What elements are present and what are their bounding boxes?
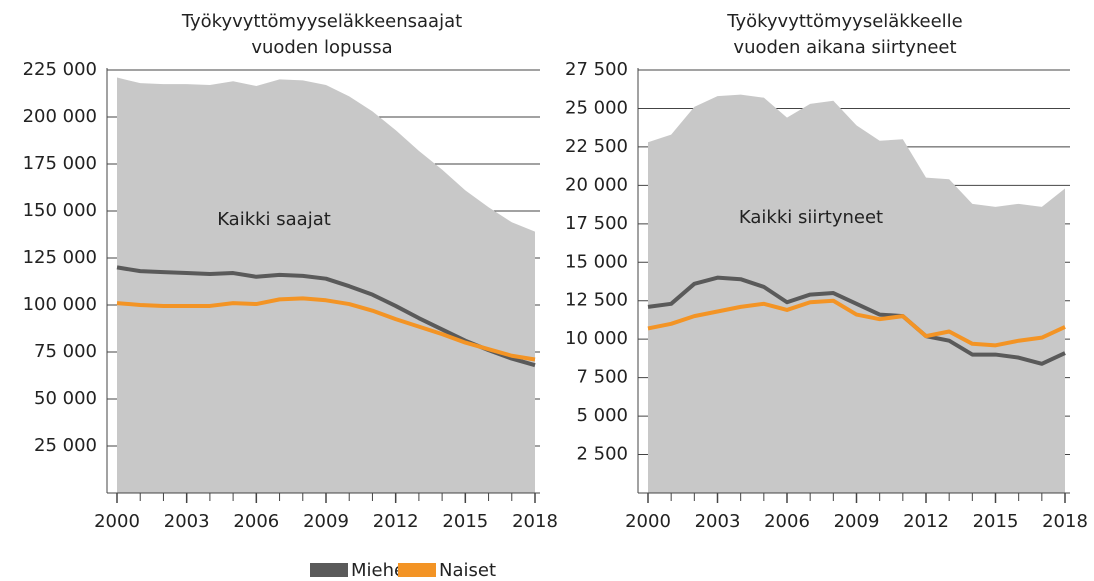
x-tick-label: 2009 bbox=[303, 511, 349, 532]
x-tick-label: 2003 bbox=[164, 511, 210, 532]
y-tick-label: 100 000 bbox=[23, 294, 97, 315]
x-tick-label: 2009 bbox=[834, 511, 880, 532]
y-tick-label: 25 000 bbox=[34, 435, 97, 456]
legend-swatch bbox=[310, 563, 348, 577]
y-tick-label: 12 500 bbox=[565, 290, 628, 311]
y-tick-label: 125 000 bbox=[23, 247, 97, 268]
line-series bbox=[647, 275, 1066, 366]
x-tick-label: 2015 bbox=[442, 511, 488, 532]
y-tick-label: 5 000 bbox=[576, 405, 628, 426]
y-tick-label: 175 000 bbox=[23, 153, 97, 174]
y-tick-label: 25 000 bbox=[565, 97, 628, 118]
y-tick-label: 27 500 bbox=[565, 59, 628, 80]
y-tick-label: 17 500 bbox=[565, 213, 628, 234]
chart-title: Työkyvyttömyyseläkkeelle bbox=[726, 11, 962, 32]
area-label: Kaikki saajat bbox=[217, 209, 331, 230]
x-tick-label: 2012 bbox=[373, 511, 419, 532]
line-series bbox=[647, 298, 1066, 348]
x-tick-label: 2006 bbox=[764, 511, 810, 532]
chart-title: Työkyvyttömyyseläkkeensaajat bbox=[181, 11, 462, 32]
y-tick-label: 10 000 bbox=[565, 328, 628, 349]
y-tick-label: 225 000 bbox=[23, 59, 97, 80]
x-tick-label: 2006 bbox=[233, 511, 279, 532]
x-tick-label: 2018 bbox=[1042, 511, 1088, 532]
y-tick-label: 200 000 bbox=[23, 106, 97, 127]
y-tick-label: 20 000 bbox=[565, 174, 628, 195]
chart-title: vuoden lopussa bbox=[251, 37, 392, 58]
y-tick-label: 150 000 bbox=[23, 200, 97, 221]
area-label: Kaikki siirtyneet bbox=[739, 207, 883, 228]
y-tick-label: 75 000 bbox=[34, 341, 97, 362]
line-series bbox=[116, 296, 536, 362]
y-tick-label: 2 500 bbox=[576, 444, 628, 465]
x-tick-label: 2003 bbox=[695, 511, 741, 532]
x-tick-label: 2000 bbox=[94, 511, 140, 532]
y-tick-label: 7 500 bbox=[576, 367, 628, 388]
y-tick-label: 22 500 bbox=[565, 136, 628, 157]
legend-swatch bbox=[398, 563, 436, 577]
x-tick-label: 2000 bbox=[625, 511, 671, 532]
y-tick-label: 50 000 bbox=[34, 388, 97, 409]
x-tick-label: 2015 bbox=[973, 511, 1019, 532]
legend-label: Naiset bbox=[439, 560, 496, 581]
chart-title: vuoden aikana siirtyneet bbox=[733, 37, 956, 58]
area bbox=[648, 94, 1065, 494]
legend-label: Miehet bbox=[351, 560, 412, 581]
y-tick-label: 15 000 bbox=[565, 251, 628, 272]
x-tick-label: 2012 bbox=[903, 511, 949, 532]
area bbox=[117, 77, 535, 494]
x-tick-label: 2018 bbox=[512, 511, 558, 532]
